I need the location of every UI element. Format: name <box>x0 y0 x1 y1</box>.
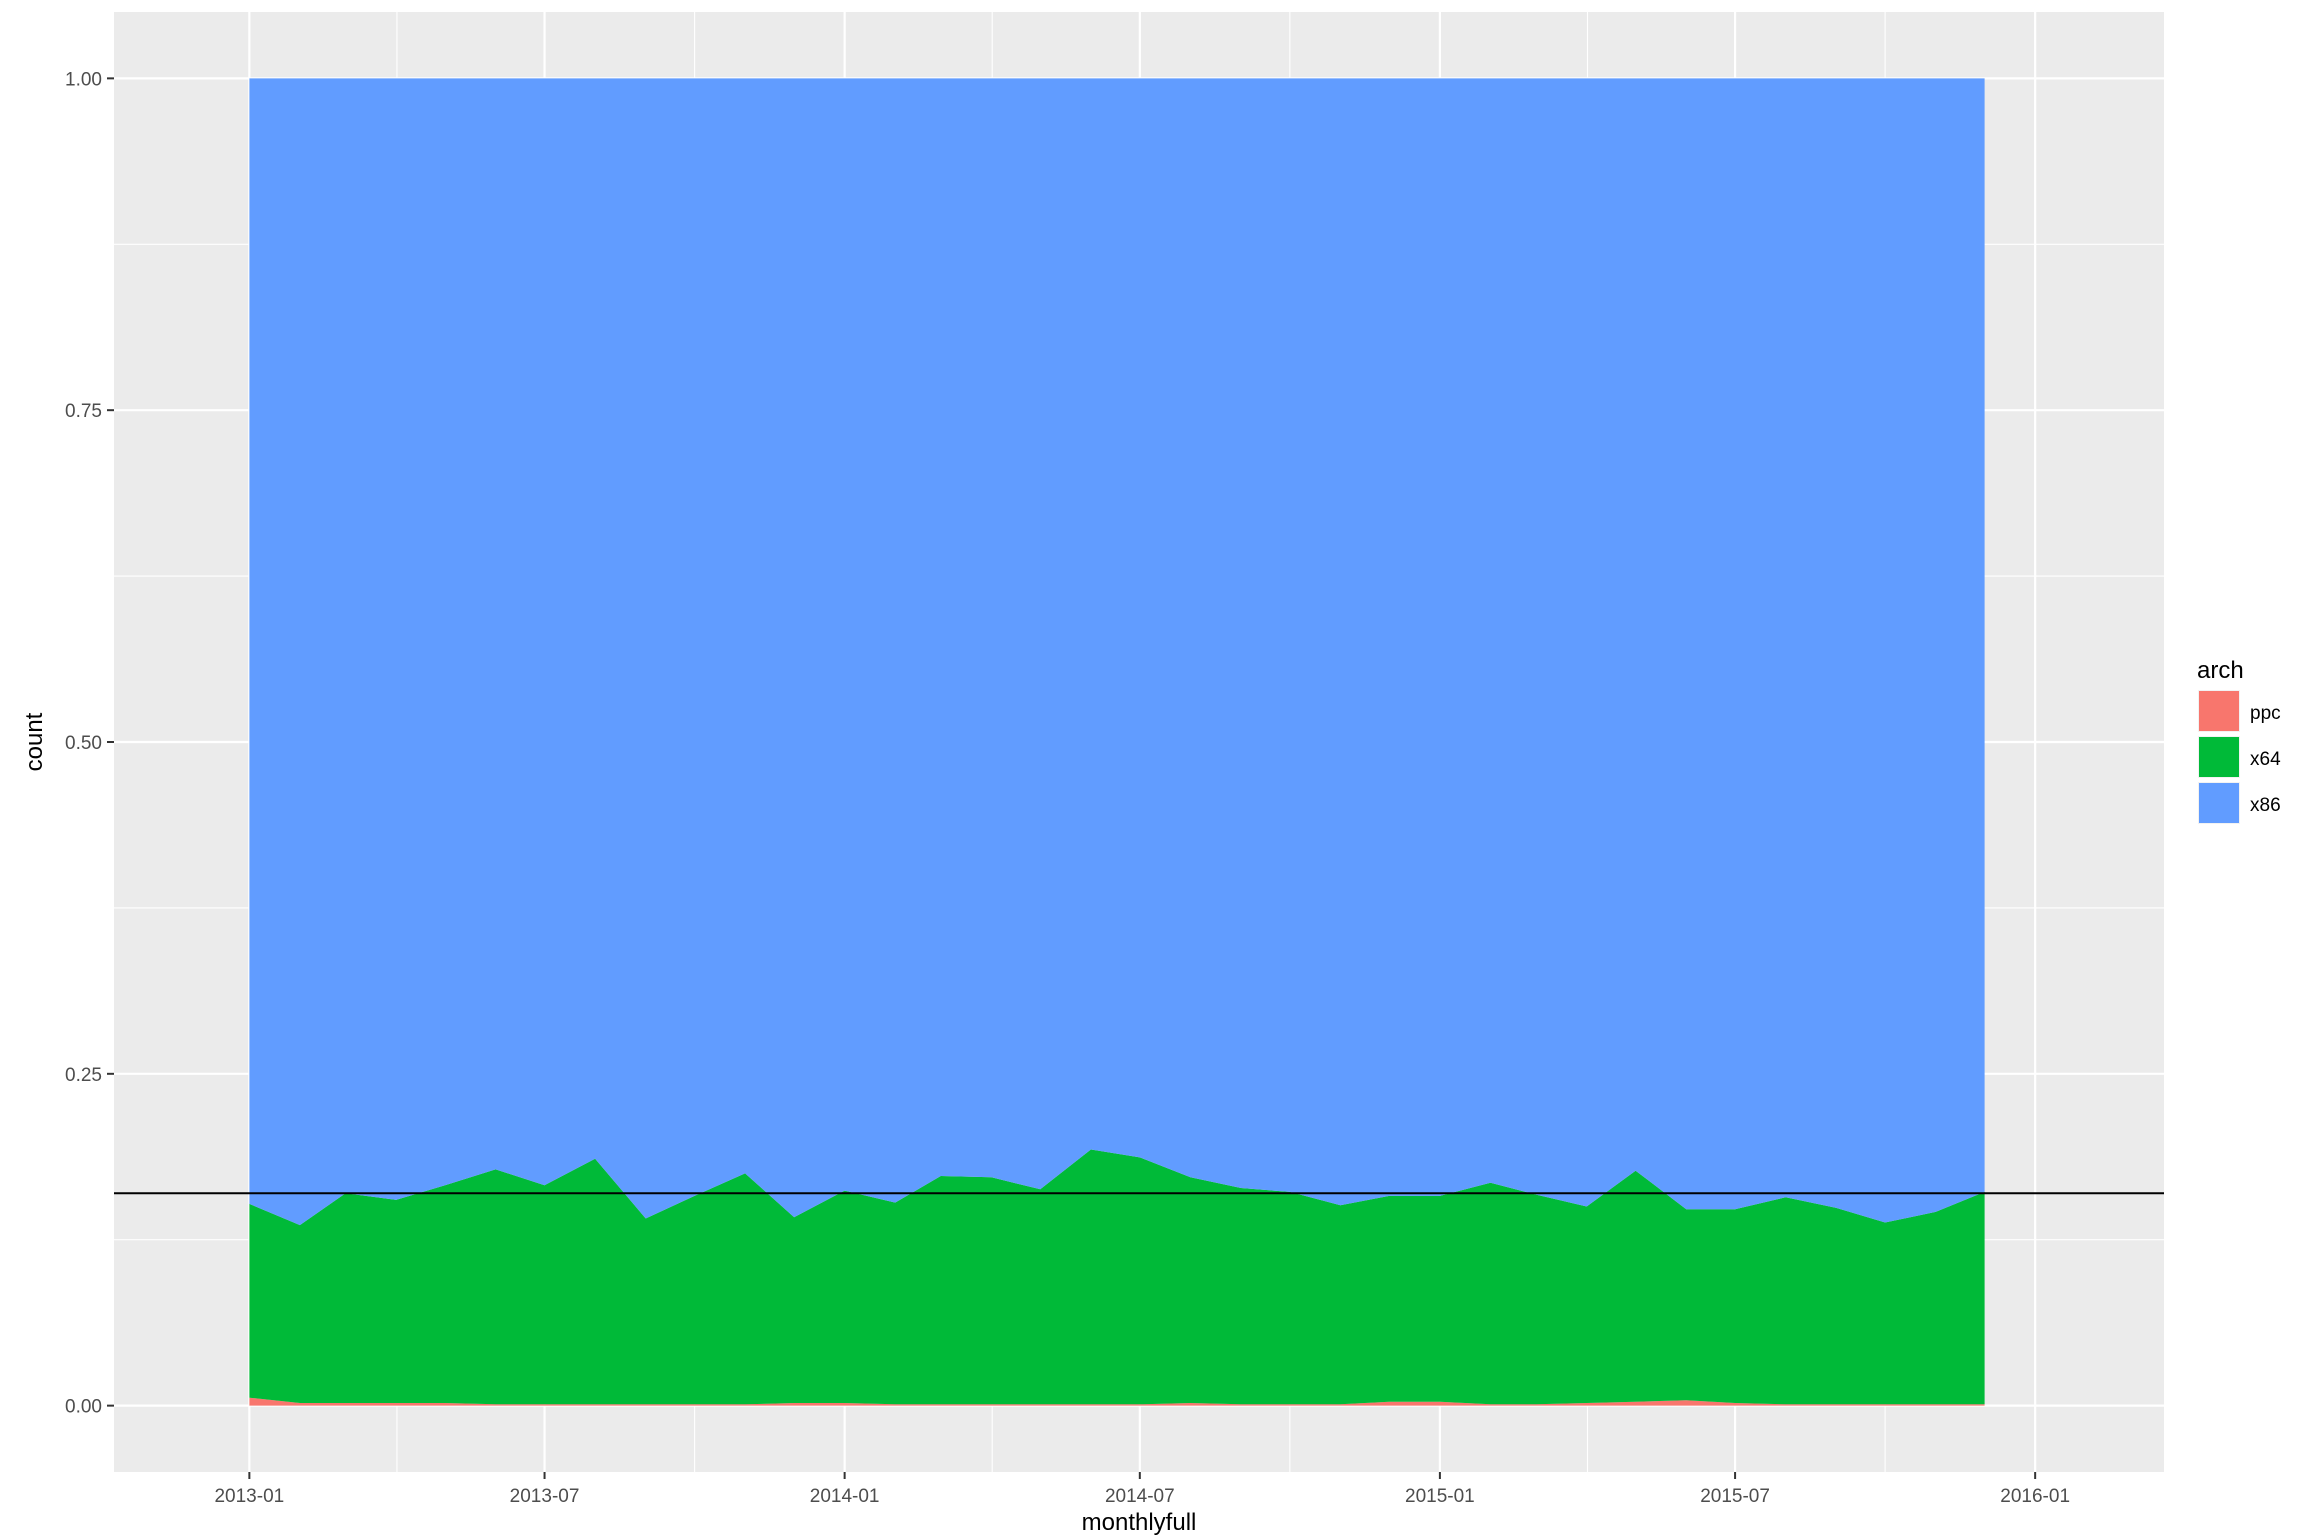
y-axis: 0.00 0.25 0.50 0.75 1.00 <box>65 69 114 1418</box>
area-x86 <box>249 78 1985 1226</box>
y-tick-label: 1.00 <box>65 69 102 90</box>
x-tick-label: 2015-07 <box>1700 1486 1770 1507</box>
legend-swatch-x86 <box>2199 783 2239 823</box>
legend-swatch-x64 <box>2199 737 2239 777</box>
area-series <box>249 78 1985 1406</box>
legend-title: arch <box>2197 657 2244 684</box>
area-ppc <box>249 1397 1985 1406</box>
x-tick-label: 2013-07 <box>510 1486 580 1507</box>
legend-label-x64: x64 <box>2250 749 2281 770</box>
area-x64 <box>249 1149 1985 1405</box>
x-tick-label: 2014-01 <box>810 1486 880 1507</box>
x-tick-label: 2013-01 <box>214 1486 284 1507</box>
y-tick-label: 0.25 <box>65 1065 102 1086</box>
x-axis-title: monthlyfull <box>1082 1509 1197 1536</box>
legend: arch ppc x64 x86 <box>2197 657 2281 824</box>
x-tick-label: 2014-07 <box>1105 1486 1175 1507</box>
y-tick-label: 0.00 <box>65 1397 102 1418</box>
legend-label-x86: x86 <box>2250 795 2281 816</box>
x-tick-label: 2015-01 <box>1405 1486 1475 1507</box>
legend-swatch-ppc <box>2199 691 2239 731</box>
x-axis: 2013-01 2013-07 2014-01 2014-07 2015-01 2015-… <box>214 1472 2070 1507</box>
y-axis-title: count <box>21 712 48 771</box>
y-tick-label: 0.50 <box>65 733 102 754</box>
y-tick-label: 0.75 <box>65 401 102 422</box>
legend-label-ppc: ppc <box>2250 703 2281 724</box>
x-tick-label: 2016-01 <box>2000 1486 2070 1507</box>
